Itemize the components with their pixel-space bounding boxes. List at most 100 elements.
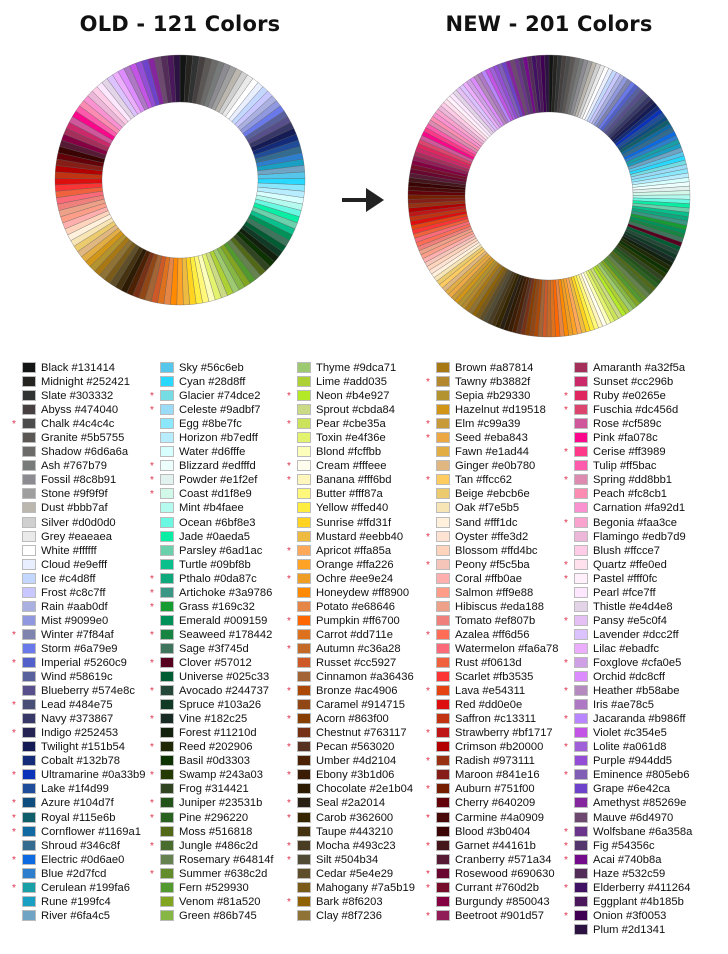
color-label: Sage #3f745d	[179, 642, 249, 656]
color-hex: #fa078c	[617, 432, 658, 445]
color-swatch	[297, 544, 311, 556]
color-name: Carnation	[593, 502, 642, 515]
new-color-marker: *	[150, 840, 154, 852]
color-name: White	[41, 544, 70, 557]
color-swatch	[574, 727, 588, 739]
color-swatch	[22, 783, 36, 795]
new-color-marker: *	[564, 391, 568, 403]
color-hex: #763117	[363, 727, 407, 740]
color-hex: #303332	[69, 390, 114, 403]
color-swatch	[160, 867, 174, 879]
color-label: Lime #add035	[316, 375, 387, 389]
color-label: Heather #b58abe	[593, 684, 679, 698]
color-swatch	[436, 853, 450, 865]
color-hex: #2d1341	[621, 923, 666, 936]
color-hex: #ffed40	[351, 502, 389, 515]
color-label: White #ffffff	[41, 544, 97, 558]
color-hex: #cbe35a	[342, 418, 386, 431]
color-name: Lavender	[593, 628, 640, 641]
color-hex: #6a358a	[648, 825, 693, 838]
color-swatch	[574, 656, 588, 668]
color-label: Iris #ae78c5	[593, 698, 654, 712]
color-name: Lilac	[593, 642, 617, 655]
color-name: Venom	[179, 895, 214, 908]
color-label: Cerulean #199fa6	[41, 881, 130, 895]
color-hex: #58619c	[69, 671, 113, 684]
color-hex: #aab0df	[67, 600, 108, 613]
color-hex: #dcc2ff	[642, 628, 679, 641]
color-name: Brown	[455, 362, 487, 374]
color-swatch	[297, 474, 311, 486]
color-label: Toxin #e4f36e	[316, 431, 386, 445]
color-name: Watermelon	[455, 642, 515, 655]
color-label: Acorn #863f00	[316, 712, 389, 726]
color-name: Plum	[593, 923, 619, 936]
color-hex: #346c8f	[80, 839, 120, 852]
color-name: Ginger	[455, 460, 489, 473]
color-name: Pine	[179, 811, 202, 824]
color-swatch	[22, 839, 36, 851]
color-label: Storm #6a79e9	[41, 642, 118, 656]
color-label: Mist #9099e0	[41, 614, 108, 628]
color-swatch	[160, 853, 174, 865]
color-name: Cedar	[316, 867, 347, 880]
new-color-marker: *	[426, 868, 430, 880]
color-hex: #fff1dc	[484, 516, 518, 529]
color-name: Sand	[455, 516, 482, 529]
color-hex: #640209	[491, 797, 536, 810]
color-name: Jade	[179, 530, 204, 543]
color-name: Peach	[593, 488, 625, 501]
color-swatch	[574, 881, 588, 893]
new-color-marker: *	[564, 840, 568, 852]
color-label: Indigo #252453	[41, 726, 118, 740]
color-name: Bark	[316, 895, 340, 908]
color-name: Sage	[179, 642, 206, 655]
color-hex: #7f84af	[76, 628, 114, 641]
new-color-marker: *	[426, 531, 430, 543]
color-hex: #182c25	[204, 713, 248, 726]
color-label: Cobalt #132b78	[41, 754, 120, 768]
color-name: Foxglove	[593, 656, 639, 669]
color-hex: #ebadfc	[619, 642, 659, 655]
color-name: Seed	[455, 432, 482, 445]
color-hex: #486c2d	[215, 839, 259, 852]
color-hex: #009159	[223, 614, 268, 627]
color-swatch	[574, 558, 588, 570]
color-name: Rune	[41, 895, 68, 908]
color-swatch	[574, 460, 588, 472]
color-hex: #fff87a	[348, 488, 383, 501]
color-name: Blizzard	[179, 460, 219, 473]
new-color-marker: *	[564, 475, 568, 487]
color-hex: #ffa226	[356, 558, 394, 571]
color-hex: #740b8a	[617, 853, 662, 866]
color-name: Imperial	[41, 656, 81, 669]
color-swatch	[22, 755, 36, 767]
color-name: Reed	[179, 741, 206, 754]
color-name: Mint	[179, 502, 201, 515]
color-label: Carob #362600	[316, 811, 393, 825]
color-hex: #8c8b91	[73, 474, 117, 487]
color-hex: #c99a39	[477, 418, 521, 431]
color-label: Grey #eaeaea	[41, 530, 112, 544]
color-label: Caramel #914715	[316, 698, 405, 712]
new-color-marker: *	[12, 854, 16, 866]
color-label: Amethyst #85269e	[593, 796, 686, 810]
color-label: Artichoke #3a9786	[179, 586, 272, 600]
color-swatch	[160, 909, 174, 921]
color-swatch	[160, 446, 174, 458]
color-label: Jacaranda #b986ff	[593, 712, 685, 726]
color-label: Auburn #751f00	[455, 782, 535, 796]
color-name: Ultramarine	[41, 769, 99, 782]
color-swatch	[22, 741, 36, 753]
color-swatch	[22, 614, 36, 626]
color-swatch	[160, 825, 174, 837]
color-name: Azalea	[455, 628, 490, 641]
color-hex: #314421	[205, 783, 249, 796]
color-name: Eggplant	[593, 895, 638, 908]
color-name: Scarlet	[455, 671, 490, 684]
color-name: Ochre	[316, 572, 347, 585]
color-label: Blush #ffcce7	[593, 544, 660, 558]
color-swatch	[160, 881, 174, 893]
color-name: Frost	[41, 586, 67, 599]
color-hex: #86b745	[213, 909, 257, 922]
